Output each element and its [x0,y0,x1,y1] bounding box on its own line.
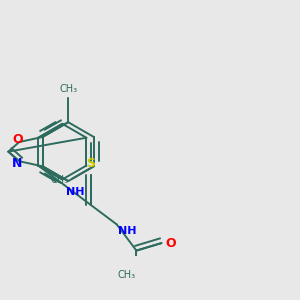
Text: CH₃: CH₃ [51,175,69,185]
Text: N: N [12,157,23,170]
Text: O: O [12,133,23,146]
Text: CH₃: CH₃ [59,84,77,94]
Text: NH: NH [66,187,85,197]
Text: NH: NH [118,226,137,236]
Text: CH₃: CH₃ [118,270,136,280]
Text: O: O [165,237,176,250]
Text: S: S [86,158,95,170]
